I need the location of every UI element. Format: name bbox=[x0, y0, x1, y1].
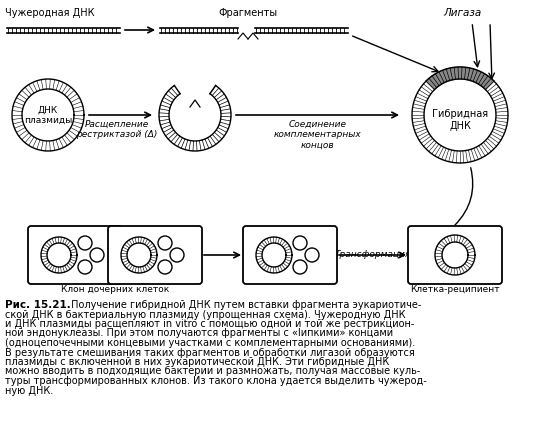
Text: можно вводить в подходящие бактерии и размножать, получая массовые куль-: можно вводить в подходящие бактерии и ра… bbox=[5, 366, 420, 377]
Text: Лигаза: Лигаза bbox=[443, 8, 481, 18]
Text: Клон дочерних клеток: Клон дочерних клеток bbox=[61, 285, 169, 294]
Text: Расщепление
рестриктазой (Δ): Расщепление рестриктазой (Δ) bbox=[76, 120, 157, 140]
FancyBboxPatch shape bbox=[28, 226, 122, 284]
Text: ной эндонуклеазы. При этом получаются фрагменты с «lипкими» концами: ной эндонуклеазы. При этом получаются фр… bbox=[5, 328, 393, 339]
Text: Гибридная
ДНК: Гибридная ДНК bbox=[432, 109, 488, 131]
Polygon shape bbox=[41, 237, 77, 273]
Text: ской ДНК в бактериальную плазмиду (упрощенная схема). Чужеродную ДНК: ской ДНК в бактериальную плазмиду (упрощ… bbox=[5, 309, 405, 320]
Text: туры трансформированных клонов. Из такого клона удается выделить чужерод-: туры трансформированных клонов. Из таког… bbox=[5, 376, 427, 386]
Text: Рис. 15.21.: Рис. 15.21. bbox=[5, 300, 71, 310]
FancyBboxPatch shape bbox=[108, 226, 202, 284]
Text: Чужеродная ДНК: Чужеродная ДНК bbox=[5, 8, 95, 18]
Polygon shape bbox=[435, 235, 475, 275]
Polygon shape bbox=[121, 237, 157, 273]
Polygon shape bbox=[412, 81, 508, 163]
Text: (одноцепочечными концевыми участками с комплементарными основаниями).: (одноцепочечными концевыми участками с к… bbox=[5, 338, 415, 348]
FancyBboxPatch shape bbox=[243, 226, 337, 284]
Text: Получение гибридной ДНК путем вставки фрагмента эукариотиче-: Получение гибридной ДНК путем вставки фр… bbox=[68, 300, 421, 310]
FancyBboxPatch shape bbox=[408, 226, 502, 284]
Polygon shape bbox=[426, 67, 494, 89]
Text: Соединение
комплементарных
концов: Соединение комплементарных концов bbox=[274, 120, 361, 150]
Text: Трансформация: Трансформация bbox=[334, 250, 411, 259]
Text: Клетка-реципиент: Клетка-реципиент bbox=[410, 285, 500, 294]
Text: ную ДНК.: ную ДНК. bbox=[5, 385, 53, 396]
Polygon shape bbox=[12, 79, 84, 151]
Text: ДНК
плазмиды: ДНК плазмиды bbox=[24, 105, 72, 125]
Text: и ДНК плазмиды расщепляют in vitro с помощью одной и той же рестрикцион-: и ДНК плазмиды расщепляют in vitro с пом… bbox=[5, 319, 414, 329]
Text: В результате смешивания таких фрагментов и обработки лигазой образуются: В результате смешивания таких фрагментов… bbox=[5, 347, 415, 358]
Text: плазмиды с включенной в них эукариотической ДНК. Эти гибридные ДНК: плазмиды с включенной в них эукариотичес… bbox=[5, 357, 389, 367]
Polygon shape bbox=[256, 237, 292, 273]
Polygon shape bbox=[159, 86, 231, 151]
Text: Фрагменты: Фрагменты bbox=[218, 8, 278, 18]
